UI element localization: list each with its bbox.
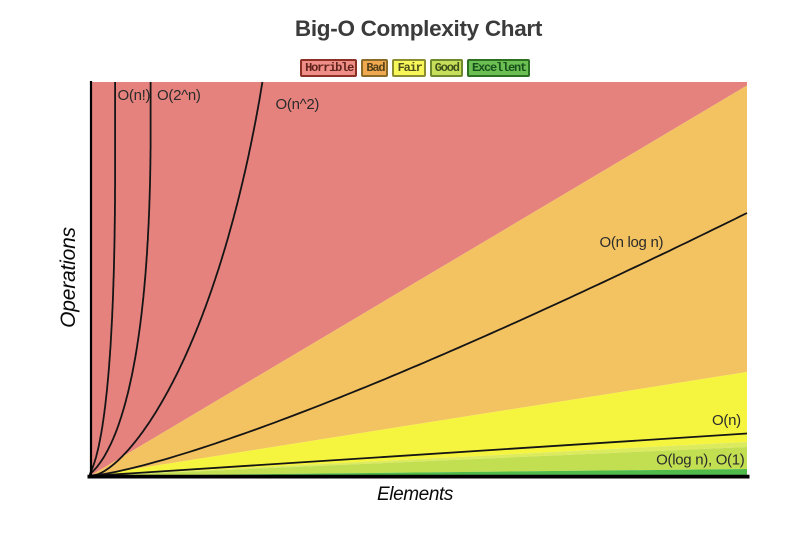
svg-text:O(n): O(n) (712, 412, 741, 429)
svg-text:Elements: Elements (377, 484, 454, 505)
svg-text:O(2^n): O(2^n) (157, 87, 201, 104)
svg-text:O(n!): O(n!) (118, 87, 151, 104)
svg-text:O(n^2): O(n^2) (276, 96, 320, 113)
svg-text:O(n log n): O(n log n) (600, 234, 664, 251)
svg-text:Operations: Operations (57, 226, 80, 327)
svg-text:O(log n), O(1): O(log n), O(1) (656, 452, 745, 469)
